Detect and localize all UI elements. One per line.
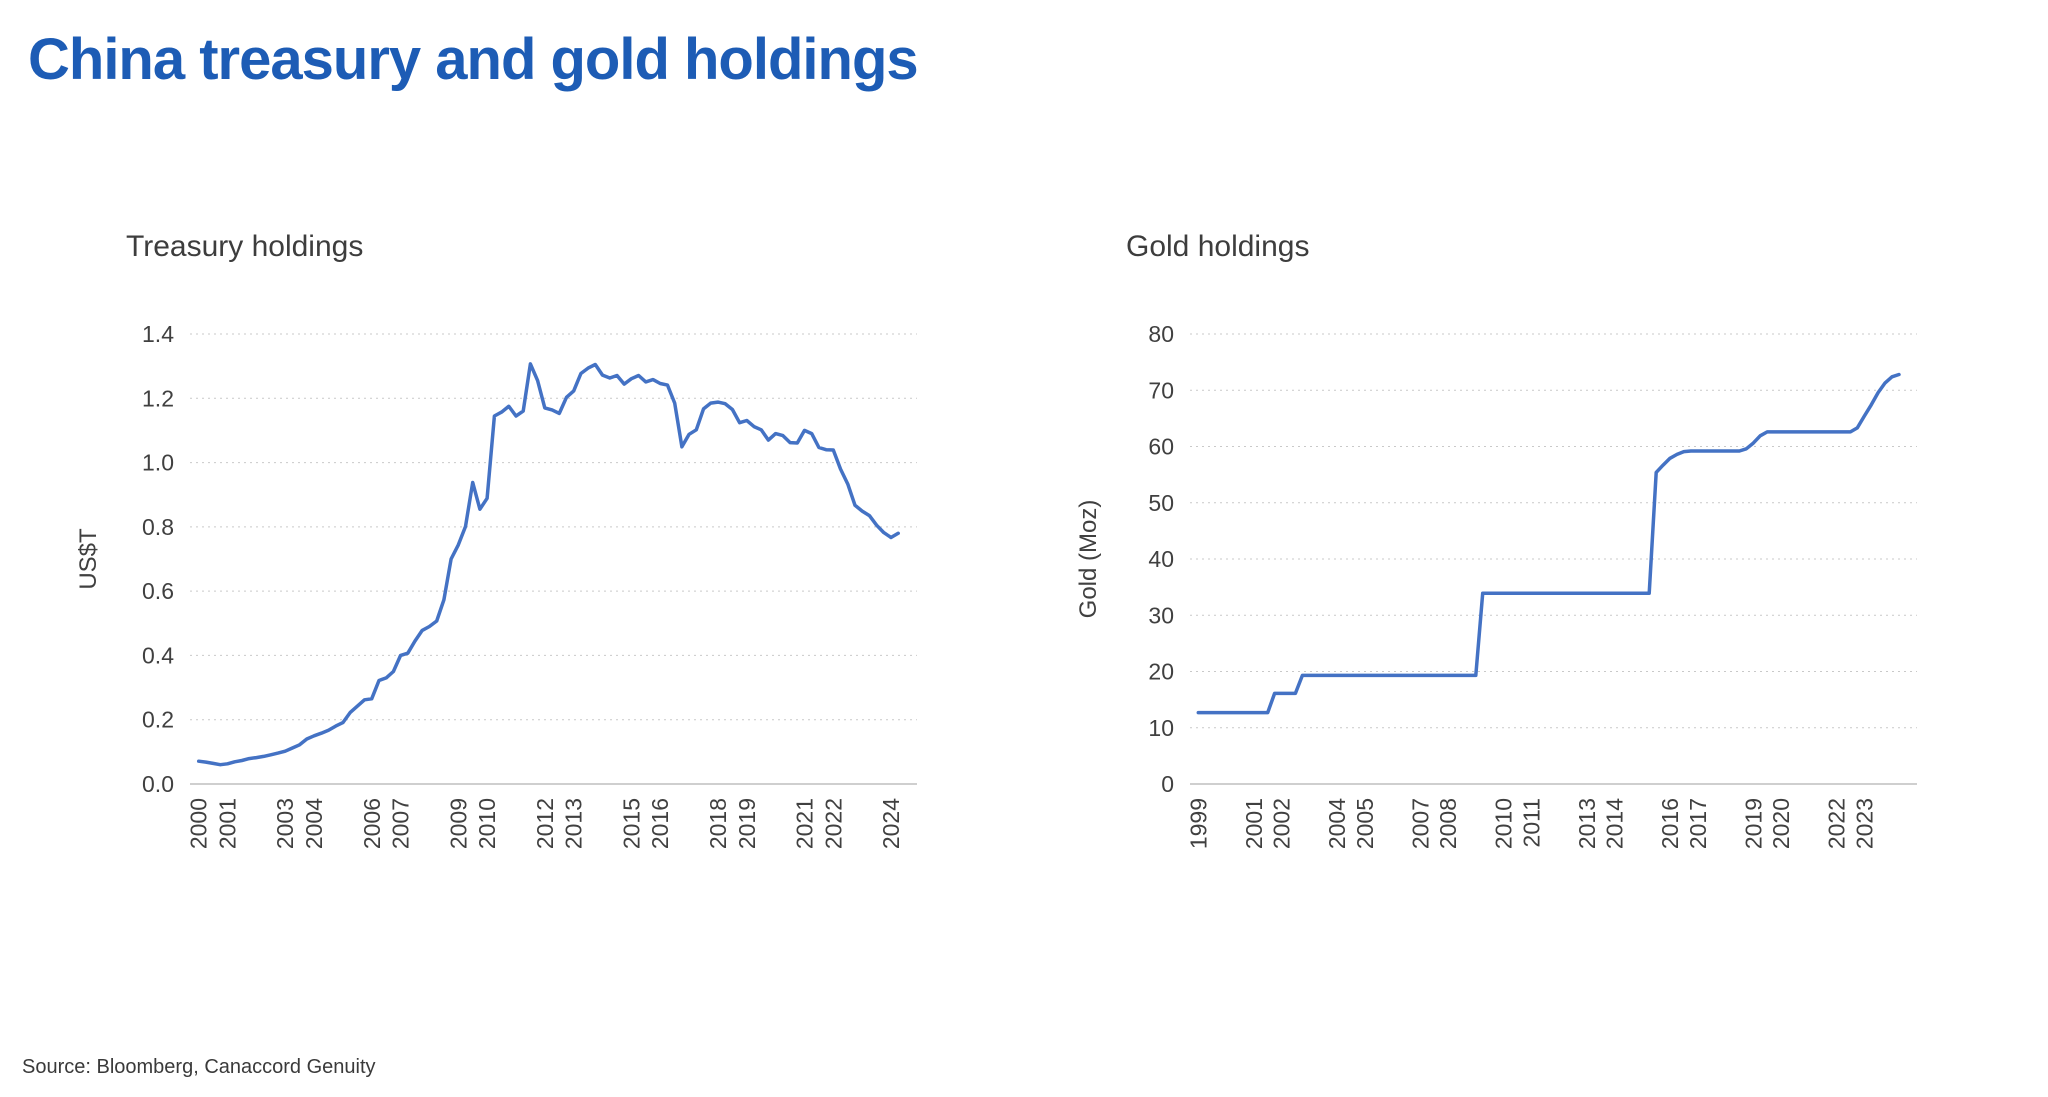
svg-text:2000: 2000 [186,798,212,849]
gold-chart-panel: Gold holdings 0 10 20 30 40 50 60 70 80 1999 2001 2… [1062,230,1952,906]
svg-text:0.0: 0.0 [142,771,174,797]
svg-text:2005: 2005 [1352,798,1378,849]
page-title: China treasury and gold holdings [28,27,919,92]
svg-text:0.4: 0.4 [142,642,174,668]
svg-text:2010: 2010 [474,798,500,849]
svg-text:10: 10 [1148,715,1174,741]
treasury-chart-panel: Treasury holdings 0.0 0.2 0.4 0.6 0.8 1.0 1.2 1… [62,230,952,906]
svg-text:0: 0 [1161,771,1174,797]
svg-text:2013: 2013 [1574,798,1600,849]
svg-text:2006: 2006 [359,798,385,849]
svg-text:2001: 2001 [1241,798,1267,849]
svg-text:2019: 2019 [1740,798,1766,849]
svg-text:2012: 2012 [532,798,558,849]
svg-text:1999: 1999 [1185,798,1211,849]
svg-text:2009: 2009 [445,798,471,849]
svg-text:2010: 2010 [1491,798,1517,849]
svg-text:30: 30 [1148,602,1174,628]
svg-text:1.0: 1.0 [142,450,174,476]
svg-text:1.4: 1.4 [142,321,174,347]
svg-text:Gold (Moz): Gold (Moz) [1075,500,1102,619]
svg-text:2024: 2024 [878,798,904,849]
source-note: Source: Bloomberg, Canaccord Genuity [22,1056,376,1078]
svg-text:2004: 2004 [301,798,327,849]
svg-text:2015: 2015 [618,798,644,849]
svg-text:2017: 2017 [1685,798,1711,849]
svg-text:70: 70 [1148,377,1174,403]
svg-text:0.2: 0.2 [142,707,174,733]
svg-text:2019: 2019 [734,798,760,849]
svg-text:2022: 2022 [1824,798,1850,849]
svg-text:2013: 2013 [561,798,587,849]
svg-text:2004: 2004 [1324,798,1350,849]
svg-text:60: 60 [1148,434,1174,460]
svg-text:2002: 2002 [1269,798,1295,849]
svg-text:50: 50 [1148,490,1174,516]
svg-text:80: 80 [1148,321,1174,347]
svg-text:2016: 2016 [647,798,673,849]
svg-text:0.6: 0.6 [142,578,174,604]
svg-text:2022: 2022 [820,798,846,849]
gold-chart-title: Gold holdings [1126,230,1310,263]
svg-text:2007: 2007 [1407,798,1433,849]
svg-text:2008: 2008 [1435,798,1461,849]
treasury-chart-title: Treasury holdings [126,230,364,263]
svg-text:20: 20 [1148,659,1174,685]
svg-text:2018: 2018 [705,798,731,849]
svg-text:2007: 2007 [388,798,414,849]
svg-text:2021: 2021 [791,798,817,849]
svg-text:2001: 2001 [215,798,241,849]
svg-text:2023: 2023 [1851,798,1877,849]
gold-line-chart: 0 10 20 30 40 50 60 70 80 1999 2001 2002 2004 2005 200… [1075,321,1917,849]
svg-text:2020: 2020 [1768,798,1794,849]
svg-text:2011: 2011 [1518,798,1544,847]
svg-text:1.2: 1.2 [142,385,174,411]
svg-text:2014: 2014 [1602,798,1628,849]
charts-row: Treasury holdings 0.0 0.2 0.4 0.6 0.8 1.0 1.2 1… [0,230,2048,906]
treasury-line-chart: 0.0 0.2 0.4 0.6 0.8 1.0 1.2 1.4 2000 2001 2003 2004… [75,321,917,849]
svg-text:0.8: 0.8 [142,514,174,540]
svg-text:40: 40 [1148,546,1174,572]
svg-text:2003: 2003 [272,798,298,849]
svg-text:US$T: US$T [75,528,102,590]
svg-text:2016: 2016 [1657,798,1683,849]
